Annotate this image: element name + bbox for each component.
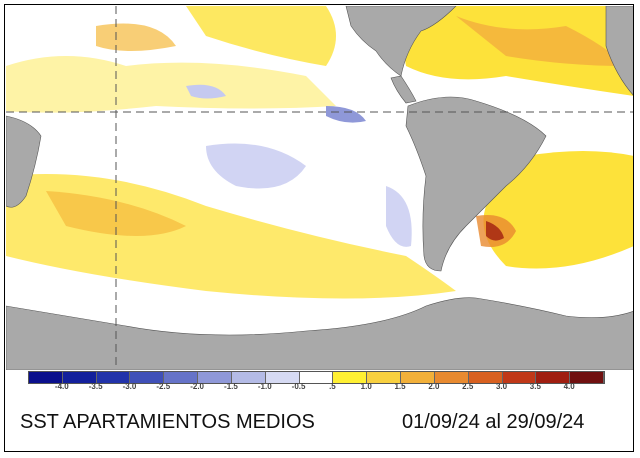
land-masses: [6, 6, 634, 370]
color-scale-label: 2.0: [428, 382, 440, 391]
antarctica: [6, 297, 634, 370]
color-scale-label: 1.5: [394, 382, 406, 391]
color-scale-segment: [29, 372, 63, 383]
color-scale-segment: [130, 372, 165, 383]
color-scale-labels: -4.0 -3.5 -3.0 -2.5 -2.0 -1.5 -1.0 -0.5 .5 1.0 1.5…: [28, 382, 603, 394]
color-scale-segment: [265, 372, 300, 383]
color-scale-label: -3.5: [88, 382, 103, 391]
color-scale-segment: [570, 372, 605, 383]
color-scale-segment: [468, 372, 503, 383]
color-scale-segment: [333, 372, 368, 383]
color-scale-label: -0.5: [291, 382, 306, 391]
color-scale-bar: [28, 371, 605, 384]
color-scale-segment: [502, 372, 537, 383]
australia-nz: [6, 115, 42, 208]
color-scale-segment: [231, 372, 266, 383]
color-scale-segment: [164, 372, 199, 383]
sst-anomaly-map: [6, 6, 634, 370]
figure-title: SST APARTAMIENTOS MEDIOS: [20, 411, 315, 433]
central-america: [390, 75, 417, 104]
warm-anomaly-areas: [6, 6, 634, 299]
color-scale-segment: [96, 372, 131, 383]
color-scale-label: 2.5: [462, 382, 474, 391]
color-scale-label: -1.5: [224, 382, 238, 391]
color-scale-label: -1.0: [257, 382, 272, 391]
color-scale-segment: [62, 372, 97, 383]
reference-lines: [6, 6, 634, 370]
color-scale-label: -4.0: [54, 382, 69, 391]
color-scale-label: -3.0: [122, 382, 137, 391]
color-scale-segment: [367, 372, 402, 383]
cool-anomaly-areas: [186, 84, 412, 247]
color-scale-label: 1.0: [360, 382, 372, 391]
color-scale-label: .5: [329, 382, 336, 391]
date-range: 01/09/24 al 29/09/24: [402, 411, 585, 433]
color-scale-label: -2.0: [190, 382, 205, 391]
color-scale-label: 3.5: [529, 382, 541, 391]
color-scale-segment: [198, 372, 232, 383]
color-scale-label: 4.0: [563, 382, 575, 391]
color-scale-segment: [299, 372, 334, 383]
color-scale-segment: [434, 372, 469, 383]
color-scale-label: -2.5: [156, 382, 171, 391]
color-scale-segment: [536, 372, 571, 383]
color-scale-segment: [401, 372, 435, 383]
south-america: [405, 96, 547, 272]
color-scale-label: 3.0: [495, 382, 508, 391]
